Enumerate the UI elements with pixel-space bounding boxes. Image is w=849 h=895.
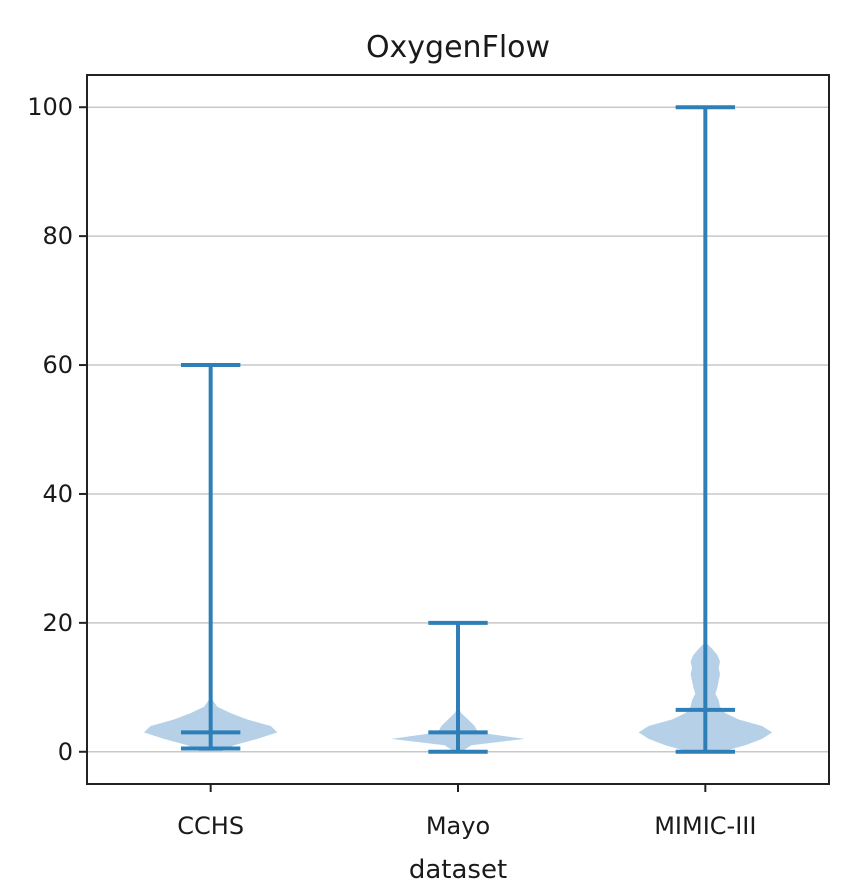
y-tick-label: 0 — [58, 738, 73, 766]
y-tick-label: 20 — [42, 609, 73, 637]
x-tick-label: MIMIC-III — [654, 812, 756, 840]
axis-ticks: 0 20 40 60 80 100 CCHS Mayo MIMIC-III — [27, 93, 756, 840]
y-tick-label: 100 — [27, 93, 73, 121]
y-tick-label: 80 — [42, 222, 73, 250]
violin-whiskers — [180, 105, 736, 754]
y-tick-label: 60 — [42, 351, 73, 379]
y-tick-label: 40 — [42, 480, 73, 508]
chart-title: OxygenFlow — [366, 30, 550, 65]
x-axis-label: dataset — [409, 855, 507, 885]
x-tick-label: CCHS — [177, 812, 244, 840]
x-tick-label: Mayo — [426, 812, 490, 840]
